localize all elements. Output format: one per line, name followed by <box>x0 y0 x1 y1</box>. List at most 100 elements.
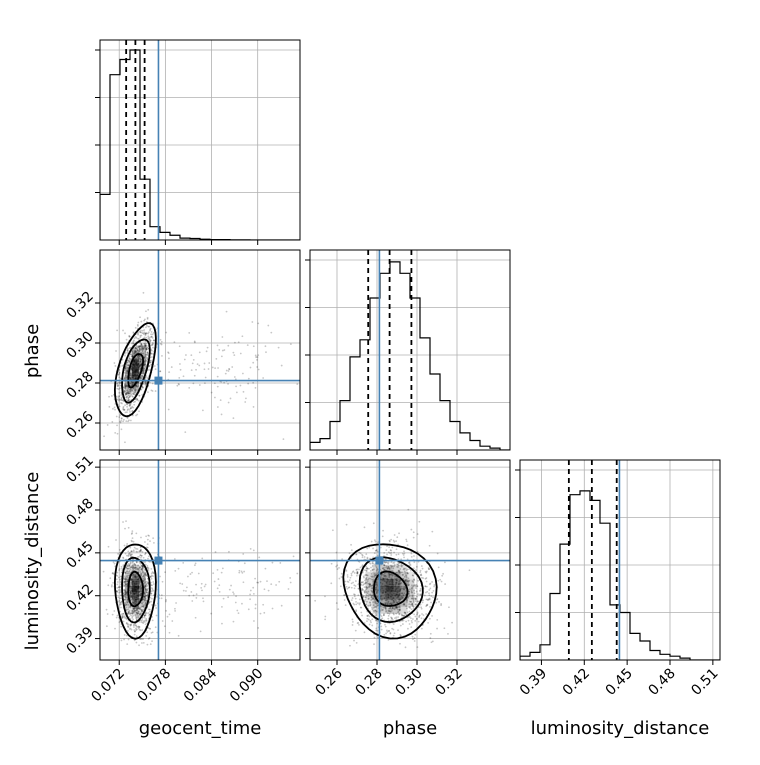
hist-panel-geocent_time <box>95 40 300 245</box>
scatter-point <box>116 416 118 418</box>
scatter-point <box>272 608 274 610</box>
scatter-point <box>192 382 194 384</box>
scatter-point <box>107 424 109 426</box>
scatter-point <box>117 433 119 435</box>
scatter-point <box>162 581 164 583</box>
scatter-point <box>438 566 440 568</box>
scatter-point <box>335 566 337 568</box>
scatter-point <box>223 382 225 384</box>
hist-panel-phase <box>305 250 510 455</box>
scatter-point <box>275 602 277 604</box>
scatter-point <box>417 533 419 535</box>
scatter-point <box>218 349 220 351</box>
scatter-point <box>114 409 116 411</box>
scatter-point <box>236 610 238 612</box>
scatter-point <box>174 610 176 612</box>
scatter-point <box>126 635 128 637</box>
scatter-point <box>191 369 193 371</box>
scatter-point <box>223 349 225 351</box>
scatter-point <box>153 542 155 544</box>
scatter-point <box>272 562 274 564</box>
scatter-point <box>192 362 194 364</box>
scatter-point <box>228 370 230 372</box>
scatter-point <box>178 568 180 570</box>
scatter-point <box>121 428 123 430</box>
scatter-point <box>212 572 214 574</box>
scatter-point <box>205 377 207 379</box>
scatter-point <box>255 608 257 610</box>
scatter-point <box>241 603 243 605</box>
scatter-point <box>290 343 292 345</box>
contour-geocent_time_vs_phase-0 <box>115 323 156 416</box>
scatter-point <box>115 350 117 352</box>
scatter-point <box>252 362 254 364</box>
hist-bar-phase-10 <box>410 298 420 450</box>
scatter-point <box>337 608 339 610</box>
scatter-point <box>146 631 148 633</box>
scatter-point <box>441 581 443 583</box>
scatter-point <box>191 600 193 602</box>
scatter-point <box>437 580 439 582</box>
scatter-point <box>111 584 113 586</box>
scatter-point <box>448 606 450 608</box>
scatter-point <box>164 625 166 627</box>
hist-bar-geocent_time-2 <box>120 60 130 241</box>
scatter-point <box>332 529 334 531</box>
scatter-point <box>255 355 257 357</box>
scatter-point <box>249 598 251 600</box>
scatter-point <box>296 573 298 575</box>
scatter-point <box>236 392 238 394</box>
scatter-point <box>341 573 343 575</box>
hist-bar-luminosity_distance-13 <box>650 651 660 661</box>
scatter-point <box>268 590 270 592</box>
scatter-point <box>221 623 223 625</box>
scatter-point <box>375 541 377 543</box>
scatter-point <box>161 594 163 596</box>
scatter-point <box>222 567 224 569</box>
scatter-point <box>122 521 124 523</box>
scatter-point <box>195 563 197 565</box>
scatter-point <box>250 548 252 550</box>
scatter-point <box>406 540 408 542</box>
scatter-point <box>262 377 264 379</box>
xtick-label-geocent_time-2: 0.084 <box>181 665 221 705</box>
hist-bar-luminosity_distance-1 <box>530 652 540 660</box>
scatter-point <box>155 368 157 370</box>
scatter-point <box>242 553 244 555</box>
scatter-point <box>217 569 219 571</box>
scatter-point <box>324 595 326 597</box>
scatter-point <box>195 597 197 599</box>
scatter-point <box>281 365 283 367</box>
scatter-point <box>340 585 342 587</box>
scatter-point <box>214 382 216 384</box>
scatter-point <box>184 431 186 433</box>
scatter-point <box>243 581 245 583</box>
scatter-point <box>255 356 257 358</box>
ytick-label-luminosity_distance-4: 0.51 <box>63 453 96 486</box>
hist-bar-luminosity_distance-10 <box>620 613 630 661</box>
scatter-point <box>112 572 114 574</box>
scatter-point <box>111 395 113 397</box>
scatter-point <box>247 344 249 346</box>
scatter-point <box>279 562 281 564</box>
scatter-point <box>331 563 333 565</box>
scatter-point <box>138 644 140 646</box>
hist-bar-phase-12 <box>430 374 440 450</box>
scatter-point <box>200 587 202 589</box>
scatter-point <box>147 318 149 320</box>
scatter-point <box>195 369 197 371</box>
scatter-point <box>145 535 147 537</box>
scatter-point <box>234 342 236 344</box>
scatter-point <box>203 600 205 602</box>
ytick-label-phase-1: 0.28 <box>63 369 96 402</box>
scatter-point <box>324 616 326 618</box>
scatter-point <box>215 358 217 360</box>
scatter-point <box>321 326 323 328</box>
scatter-point <box>281 605 283 607</box>
scatter-point <box>217 345 219 347</box>
scatter-points-geocent_time_vs_luminosity_distance <box>69 520 317 646</box>
scatter-point <box>421 628 423 630</box>
scatter-point <box>156 596 158 598</box>
